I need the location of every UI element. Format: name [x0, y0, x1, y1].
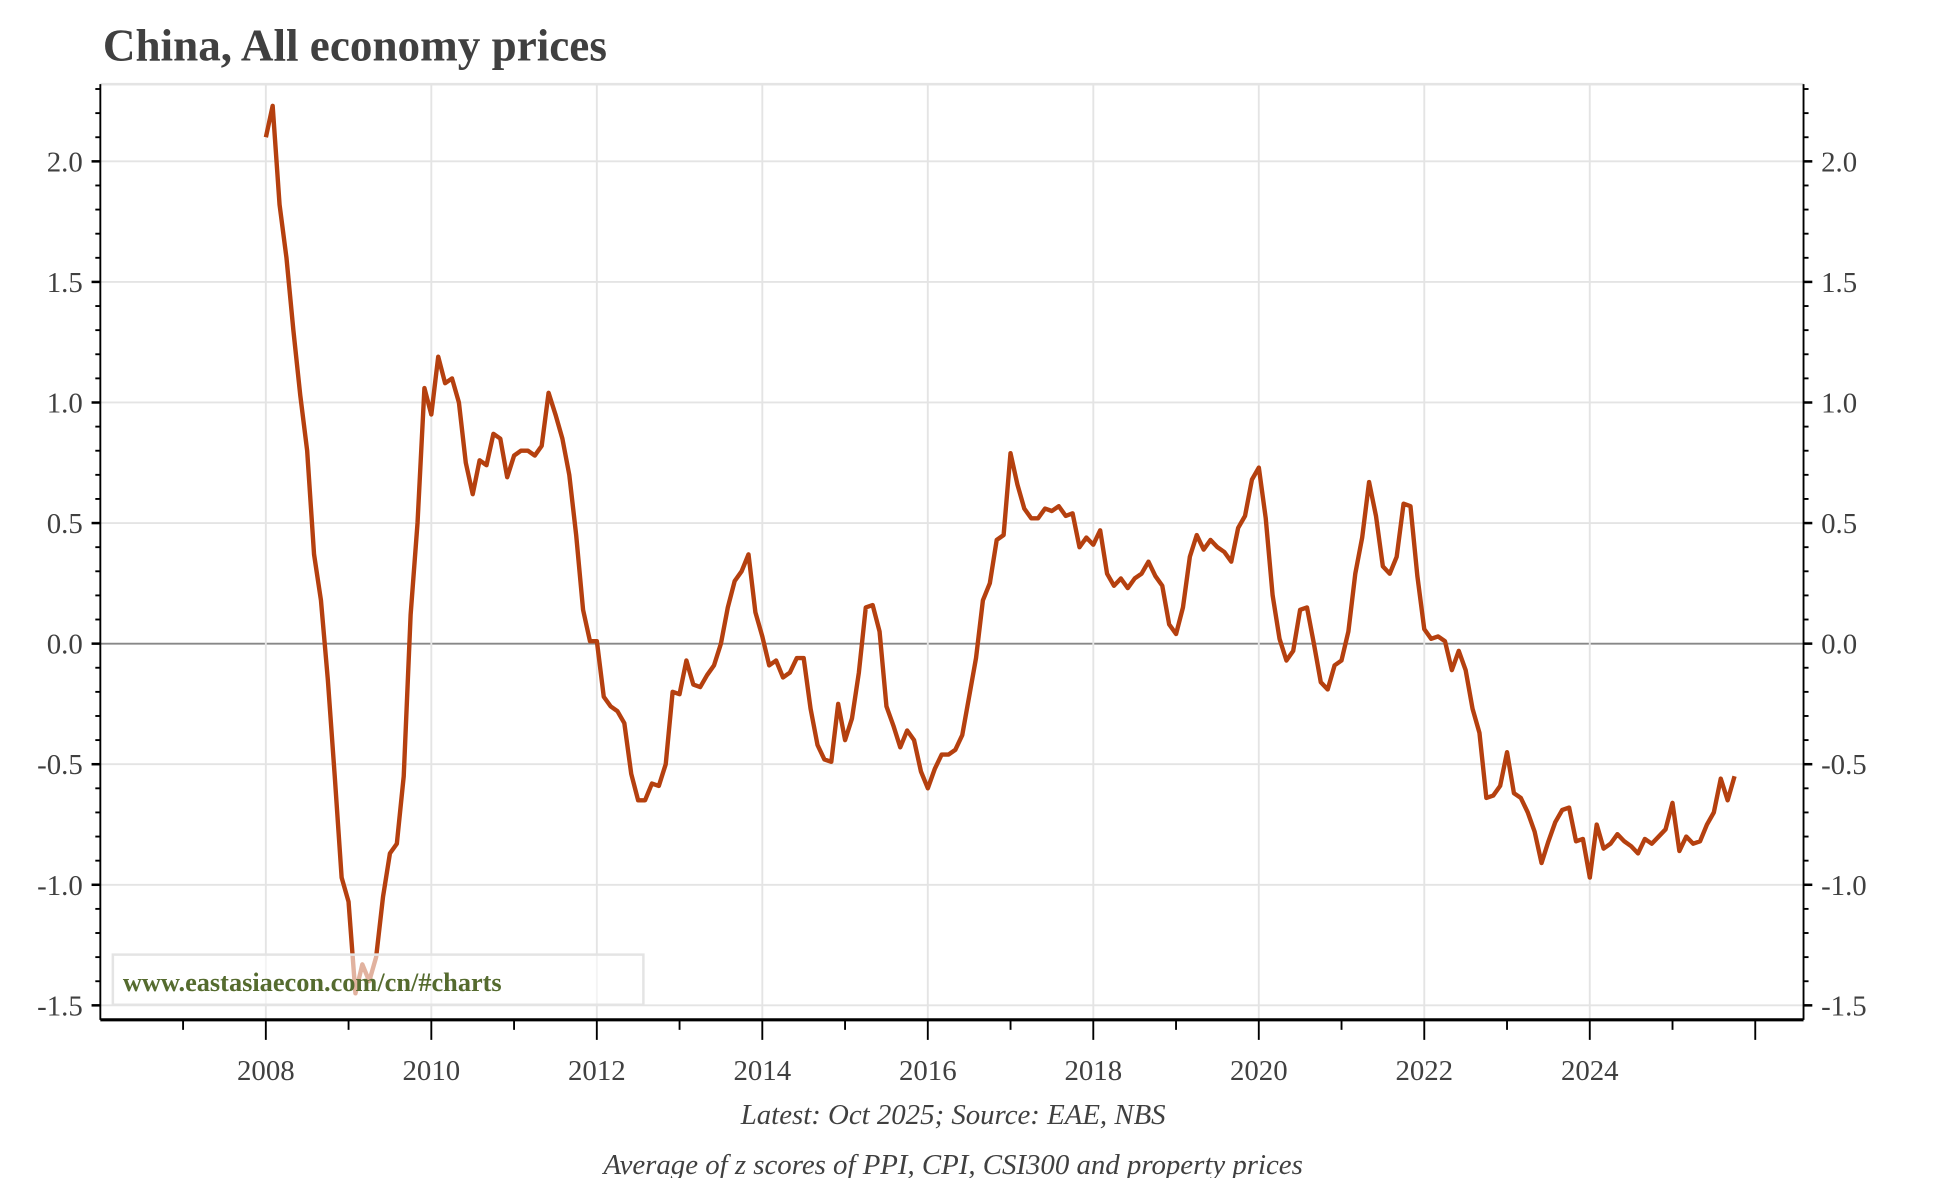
y-tick-label: 0.5 — [47, 508, 83, 540]
y-tick-label-right: -1.0 — [1821, 870, 1867, 902]
y-tick-label-right: 1.0 — [1821, 388, 1857, 420]
x-tick-label: 2014 — [733, 1055, 791, 1087]
y-tick-label-right: 1.5 — [1821, 267, 1857, 299]
y-tick-label-right: -1.5 — [1821, 990, 1867, 1022]
caption-description: Average of z scores of PPI, CPI, CSI300 … — [602, 1149, 1303, 1178]
y-tick-label: 1.0 — [47, 388, 83, 420]
y-tick-label: -0.5 — [37, 749, 83, 781]
y-tick-label: 1.5 — [47, 267, 83, 299]
watermark-text: www.eastasiaecon.com/cn/#charts — [123, 968, 502, 997]
series — [263, 103, 1737, 996]
x-tick-label: 2008 — [237, 1055, 295, 1087]
axes — [91, 84, 1813, 1040]
x-tick-label: 2024 — [1561, 1055, 1619, 1087]
watermark: www.eastasiaecon.com/cn/#charts — [111, 953, 645, 1007]
series-line — [263, 103, 1737, 996]
x-tick-label: 2016 — [899, 1055, 957, 1087]
y-tick-label: 2.0 — [47, 146, 83, 178]
y-axis-right-labels: 2.0 1.5 1.0 0.5 0.0 -0.5 -1.0 -1.5 — [1821, 146, 1867, 1022]
x-tick-label: 2018 — [1064, 1055, 1122, 1087]
y-tick-label-right: -0.5 — [1821, 749, 1867, 781]
x-tick-label: 2022 — [1395, 1055, 1453, 1087]
y-tick-label: -1.5 — [37, 990, 83, 1022]
y-tick-label: -1.0 — [37, 870, 83, 902]
x-tick-label: 2012 — [568, 1055, 626, 1087]
y-tick-label-right: 0.0 — [1821, 629, 1857, 661]
caption-source: Latest: Oct 2025; Source: EAE, NBS — [740, 1099, 1166, 1131]
y-tick-label: 0.0 — [47, 629, 83, 661]
y-tick-label-right: 2.0 — [1821, 146, 1857, 178]
x-tick-label: 2020 — [1230, 1055, 1288, 1087]
grid — [100, 82, 1804, 1020]
x-axis-labels: 2008 2010 2012 2014 2016 2018 2020 2022 2024 — [237, 1055, 1619, 1087]
y-tick-label-right: 0.5 — [1821, 508, 1857, 540]
x-tick-label: 2010 — [402, 1055, 460, 1087]
chart-title: China, All economy prices — [103, 20, 607, 70]
y-axis-left-labels: 2.0 1.5 1.0 0.5 0.0 -0.5 -1.0 -1.5 — [37, 146, 83, 1022]
